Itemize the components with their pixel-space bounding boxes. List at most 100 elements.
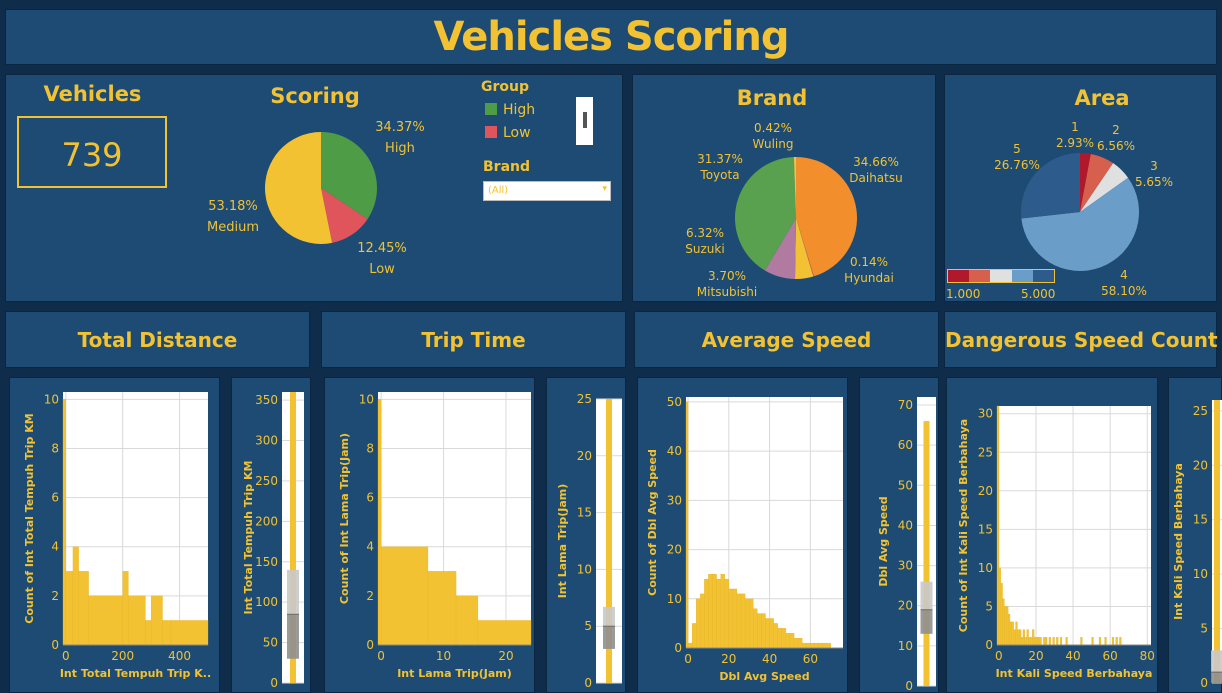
danger-x-tick-label: 60 — [1103, 649, 1118, 663]
trip-bar — [377, 399, 382, 646]
header-panel: Vehicles Scoring — [5, 9, 1217, 65]
speed-whisker — [923, 421, 930, 686]
toyota-pct: 31.37% — [697, 152, 743, 166]
legend-step-4 — [1011, 270, 1033, 282]
danger-bar — [1032, 629, 1035, 646]
danger-x-axis-label: Int Kali Speed Berbahaya — [996, 667, 1153, 680]
speed-bar — [728, 588, 734, 649]
speed-y-tick-label: 10 — [667, 592, 682, 606]
speed-x-tick-label: 0 — [684, 652, 692, 666]
danger-boxplot: 0 5 10 15 20 25 Int Kali Speed Berbahaya — [1172, 400, 1222, 690]
speed-y-tick-label: 20 — [898, 599, 913, 613]
trip-boxplot: 0 5 10 15 20 25 Int Lama Trip(Jam) — [556, 392, 622, 690]
distance-x-tick-label: 0 — [62, 649, 70, 663]
scoring-medium-name: Medium — [207, 220, 259, 235]
area-2-pct: 6.56% — [1096, 139, 1136, 153]
danger-y-tick-label: 30 — [978, 407, 993, 421]
area-label-3: 3 5.65% — [1130, 158, 1178, 190]
area-legend-max: 5.000 — [1021, 287, 1056, 301]
danger-bar — [1033, 637, 1037, 646]
speed-y-tick-label: 50 — [667, 395, 682, 409]
danger-bar — [1037, 637, 1040, 646]
legend-scrollbar[interactable] — [576, 97, 593, 145]
speed-y-tick-label: 40 — [667, 444, 682, 458]
trip-y-axis-label: Int Lama Trip(Jam) — [556, 484, 569, 599]
danger-y-tick-label: 25 — [1193, 404, 1208, 418]
brand-filter-dropdown[interactable]: (All) ▾ — [483, 181, 611, 201]
danger-bar — [1011, 621, 1014, 646]
wuling-name: Wuling — [752, 137, 794, 151]
kpi-box — [17, 116, 167, 188]
kpi-value: 739 — [61, 136, 123, 174]
speed-bar — [757, 613, 762, 649]
distance-histogram: 0 200 400 0 2 4 6 8 10 Int Total Tempuh Trip K.. C… — [23, 392, 211, 680]
brand-label-suzuki: 6.32% Suzuki — [681, 225, 729, 257]
danger-bar — [1030, 637, 1033, 646]
speed-y-tick-label: 30 — [898, 559, 913, 573]
danger-y-tick-label: 15 — [1193, 513, 1208, 527]
trip-y-tick-label: 5 — [584, 619, 592, 633]
distance-y-tick-label: 300 — [255, 434, 278, 448]
pie-slice-hyundai — [796, 218, 814, 277]
speed-bar — [736, 593, 742, 649]
legend-scrollbar-thumb[interactable] — [583, 112, 587, 128]
scoring-low-name: Low — [369, 262, 395, 277]
danger-bar — [1026, 629, 1029, 646]
chevron-down-icon[interactable]: ▾ — [602, 184, 607, 194]
scoring-high-label: 34.37% High — [362, 120, 438, 157]
brand-filter-value: (All) — [488, 185, 509, 196]
trip-y-tick-label: 0 — [584, 676, 592, 690]
speed-x-tick-label: 20 — [721, 652, 736, 666]
trip-y-tick-label: 8 — [366, 441, 374, 455]
hyundai-pct: 0.14% — [849, 255, 889, 269]
area-3-pct: 5.65% — [1134, 175, 1174, 189]
scoring-pie[interactable] — [251, 118, 391, 258]
danger-y-tick-label: 5 — [1200, 622, 1208, 636]
brand-pie[interactable] — [734, 156, 858, 280]
distance-x-axis-label: Int Total Tempuh Trip K.. — [60, 667, 211, 680]
danger-bar — [1000, 583, 1003, 646]
danger-y-tick-label: 10 — [978, 561, 993, 575]
trip-x-tick-label: 0 — [377, 649, 385, 663]
trip-bar — [427, 571, 457, 646]
suzuki-pct: 6.32% — [685, 226, 725, 240]
speed-title: Average Speed — [701, 328, 872, 352]
danger-x-tick-label: 40 — [1065, 649, 1080, 663]
distance-y-tick-label: 8 — [51, 441, 59, 455]
area-4-pct: 58.10% — [1101, 284, 1147, 298]
danger-y-tick-label: 0 — [985, 638, 993, 652]
hyundai-name: Hyundai — [844, 271, 894, 285]
speed-bar — [708, 574, 713, 649]
danger-bar — [1065, 637, 1068, 646]
high-swatch — [485, 103, 497, 115]
danger-bar — [998, 567, 1001, 646]
danger-bar — [1004, 606, 1007, 646]
trip-upper-box — [603, 606, 615, 627]
area-1-num: 1 — [1071, 120, 1079, 134]
group-legend-item-low[interactable]: Low — [485, 125, 531, 141]
distance-bar — [150, 595, 163, 646]
distance-x-tick-label: 200 — [111, 649, 134, 663]
speed-bar — [744, 598, 750, 649]
legend-step-1 — [948, 270, 970, 282]
danger-bar — [1035, 637, 1038, 646]
speed-bar — [687, 642, 693, 649]
speed-bar — [814, 642, 819, 649]
speed-y-tick-label: 30 — [667, 493, 682, 507]
distance-y-tick-label: 0 — [51, 638, 59, 652]
speed-histogram: 0 20 40 60 0 10 20 30 40 50 Dbl Avg Speed Count of … — [646, 395, 843, 683]
trip-title: Trip Time — [421, 328, 526, 352]
suzuki-name: Suzuki — [685, 242, 725, 256]
area-legend-min: 1.000 — [946, 287, 981, 301]
danger-bar — [1098, 637, 1102, 646]
speed-bar — [716, 578, 721, 649]
danger-bar — [1080, 637, 1083, 646]
brand-label-toyota: 31.37% Toyota — [692, 151, 748, 183]
trip-whisker — [606, 399, 612, 683]
danger-bar — [996, 405, 1000, 646]
speed-bar — [700, 593, 705, 649]
group-legend-item-high[interactable]: High — [485, 102, 535, 118]
area-pie[interactable] — [1020, 152, 1140, 272]
danger-bar — [1006, 606, 1009, 646]
